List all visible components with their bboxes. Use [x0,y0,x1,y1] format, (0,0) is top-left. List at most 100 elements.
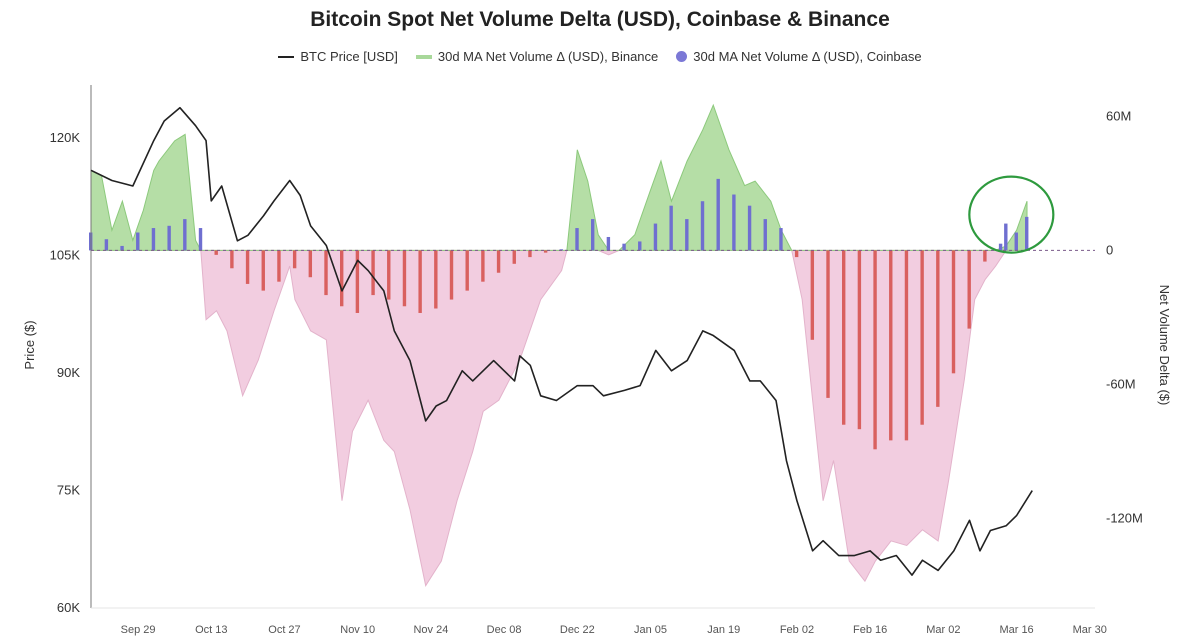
legend: BTC Price [USD] 30d MA Net Volume Δ (USD… [0,49,1200,64]
coinbase-bar [669,205,673,251]
coinbase-bar [826,250,830,398]
x-tick-label: Feb 16 [853,624,887,636]
coinbase-bar [214,250,218,255]
coinbase-bar-layer [89,178,1029,450]
coinbase-bar [842,250,846,425]
coinbase-bar [857,250,862,430]
x-tick-label: Oct 27 [268,624,300,636]
coinbase-bar [575,228,579,251]
coinbase-bar [418,250,422,313]
coinbase-bar [685,219,689,251]
coinbase-bar [340,250,344,307]
coinbase-bar [873,250,877,450]
y2-tick-label: 0 [1106,242,1113,257]
coinbase-bar [528,250,532,258]
coinbase-bar [387,250,391,300]
x-tick-label: Feb 02 [780,624,814,636]
area-swatch-icon [415,54,432,59]
coinbase-bar [136,232,140,251]
price-line-layer [90,106,1055,576]
x-tick-label: Jan 05 [634,624,667,636]
coinbase-bar [261,250,265,291]
coinbase-bar [794,250,799,258]
y-tick-label: 120K [50,130,81,145]
x-tick-label: Mar 16 [999,624,1033,636]
coinbase-bar [1014,232,1018,251]
y-axis-label: Price ($) [22,320,37,369]
x-tick-label: Oct 13 [195,624,227,636]
x-tick-label: Dec 22 [560,624,595,636]
coinbase-bar [371,250,375,296]
x-tick-label: Jan 19 [707,624,740,636]
coinbase-bar [591,219,595,251]
coinbase-bar [951,250,956,374]
coinbase-bar [151,228,156,251]
coinbase-bar [920,250,924,425]
coinbase-bar [810,250,815,340]
coinbase-bar [747,205,752,251]
coinbase-bar [622,243,626,251]
y-tick-label: 90K [57,365,80,380]
legend-label: BTC Price [USD] [300,49,398,64]
coinbase-bar [983,250,987,262]
coinbase-bar [104,239,109,251]
y-tick-label: 75K [57,483,80,498]
coinbase-bar [198,228,203,251]
dot-swatch-icon [676,51,688,62]
coinbase-bar [967,250,971,329]
coinbase-bar [245,250,250,284]
coinbase-bar [465,250,469,291]
legend-item-price[interactable]: BTC Price [USD] [278,49,398,64]
x-tick-label: Nov 24 [413,624,448,636]
axes-layer: 60K 75K 90K 105K 120K 60M 0 -60M -120M Sep 29 Oct … [50,85,1143,636]
coinbase-bar [889,250,893,441]
legend-item-binance[interactable]: 30d MA Net Volume Δ (USD), Binance [415,49,659,64]
x-tick-label: Nov 10 [340,624,375,636]
chart-title: Bitcoin Spot Net Volume Delta (USD), Coi… [310,8,890,31]
y2-axis-label: Net Volume Delta ($) [1157,285,1172,406]
y2-tick-label: -60M [1106,376,1136,391]
coinbase-bar [308,250,313,278]
coinbase-bar [559,249,564,251]
line-swatch-icon [278,55,295,58]
coinbase-bar [638,241,642,251]
coinbase-bar [606,236,611,251]
coinbase-bar [324,250,328,296]
legend-item-coinbase[interactable]: 30d MA Net Volume Δ (USD), Coinbase [676,49,922,64]
coinbase-bar [449,250,454,300]
binance-positive-area [90,103,1028,251]
binance-negative-area [91,249,1028,587]
coinbase-bar [512,250,516,264]
y2-tick-label: 60M [1106,108,1131,123]
coinbase-bar [700,201,705,251]
coinbase-bar [120,245,124,251]
coinbase-bar [230,250,234,269]
legend-label: 30d MA Net Volume Δ (USD), Binance [437,49,659,64]
coinbase-bar [434,250,438,309]
coinbase-bar [1025,216,1029,251]
coinbase-bar [277,250,281,282]
x-tick-label: Mar 02 [926,624,960,636]
annotation-circle [968,175,1055,254]
x-tick-label: Mar 30 [1073,624,1107,636]
coinbase-bar [402,250,407,307]
coinbase-bar [653,223,658,251]
coinbase-bar [904,250,909,441]
y-tick-label: 105K [50,248,81,263]
coinbase-bar [732,194,736,251]
coinbase-bar [355,250,360,313]
x-tick-label: Sep 29 [121,624,156,636]
y2-tick-label: -120M [1106,511,1143,526]
coinbase-bar [167,225,171,251]
coinbase-bar [496,250,501,273]
binance-area-layer [90,103,1028,587]
legend-label: 30d MA Net Volume Δ (USD), Coinbase [693,49,922,64]
btc-price-line [90,106,1033,576]
coinbase-bar [779,228,783,251]
coinbase-bar [292,250,297,269]
coinbase-bar [543,250,548,253]
coinbase-bar [481,250,485,282]
coinbase-bar [936,250,940,407]
